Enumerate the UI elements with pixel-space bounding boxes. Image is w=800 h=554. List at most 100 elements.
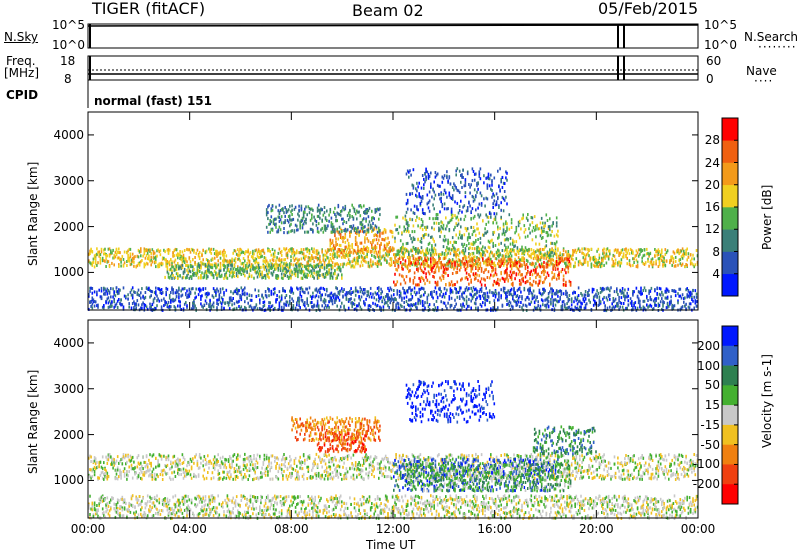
echo-cell <box>90 249 92 253</box>
echo-cell <box>387 294 389 298</box>
echo-cell <box>220 273 223 277</box>
echo-cell <box>417 224 419 228</box>
echo-cell <box>410 237 412 241</box>
echo-cell <box>367 230 370 234</box>
echo-cell <box>315 220 318 223</box>
echo-cell <box>359 229 362 233</box>
echo-cell <box>337 231 340 234</box>
echo-cell <box>131 256 134 260</box>
echo-cell <box>282 276 284 280</box>
echo-cell <box>145 253 148 257</box>
echo-cell <box>347 246 350 250</box>
echo-cell <box>353 307 356 311</box>
echo-cell <box>317 264 320 268</box>
echo-cell <box>454 214 456 218</box>
echo-cell <box>320 294 322 297</box>
echo-cell <box>365 297 367 301</box>
echo-cell <box>315 252 318 256</box>
echo-cell <box>253 266 255 270</box>
echo-cell <box>283 274 285 278</box>
echo-cell <box>448 191 451 195</box>
echo-cell <box>607 257 610 261</box>
echo-cell <box>306 261 308 265</box>
echo-cell <box>505 253 507 257</box>
echo-cell <box>185 293 187 297</box>
echo-cell <box>222 298 224 301</box>
echo-cell <box>282 266 284 270</box>
echo-cell <box>242 251 245 254</box>
echo-cell <box>559 257 561 261</box>
echo-cell <box>119 257 121 261</box>
echo-cell <box>270 271 273 275</box>
echo-cell <box>268 264 270 268</box>
echo-cell <box>93 300 96 303</box>
echo-cell <box>215 249 217 253</box>
echo-cell <box>510 254 513 258</box>
echo-cell <box>110 249 112 253</box>
echo-cell <box>498 235 500 239</box>
echo-cell <box>327 304 329 308</box>
echo-cell <box>611 264 613 268</box>
echo-cell <box>219 287 222 291</box>
echo-cell <box>200 297 202 301</box>
echo-cell <box>659 254 662 257</box>
echo-cell <box>298 304 300 307</box>
echo-cell <box>269 222 271 226</box>
echo-cell <box>128 256 130 260</box>
echo-cell <box>345 253 348 257</box>
echo-cell <box>424 258 426 262</box>
echo-cell <box>230 267 232 271</box>
echo-cell <box>441 180 444 184</box>
echo-cell <box>466 209 469 212</box>
echo-cell <box>491 238 493 242</box>
echo-cell <box>512 264 514 268</box>
echo-cell <box>351 302 353 306</box>
echo-cell <box>241 261 244 265</box>
echo-cell <box>175 265 178 269</box>
echo-cell <box>470 280 472 284</box>
echo-cell <box>560 259 563 263</box>
echo-cell <box>223 252 225 256</box>
echo-cell <box>197 276 200 280</box>
echo-cell <box>566 258 568 262</box>
echo-cell <box>364 210 366 213</box>
echo-cell <box>260 252 262 256</box>
echo-cell <box>553 234 556 238</box>
echo-cell <box>518 248 521 252</box>
echo-cell <box>503 243 506 247</box>
echo-cell <box>626 256 628 260</box>
echo-cell <box>230 261 232 265</box>
echo-cell <box>558 273 560 277</box>
echo-cell <box>248 260 251 264</box>
echo-cell <box>427 201 430 205</box>
echo-cell <box>501 195 504 199</box>
echo-cell <box>107 296 110 300</box>
echo-cell <box>369 260 372 264</box>
echo-cell <box>546 219 549 222</box>
echo-cell <box>212 287 215 291</box>
echo-cell <box>163 304 165 308</box>
echo-cell <box>480 203 483 207</box>
echo-cell <box>426 249 429 253</box>
echo-cell <box>285 268 288 272</box>
echo-cell <box>323 260 326 264</box>
echo-cell <box>181 255 184 259</box>
echo-cell <box>270 262 273 266</box>
echo-cell <box>395 267 397 271</box>
echo-cell <box>517 233 520 237</box>
echo-cell <box>483 277 485 281</box>
echo-cell <box>447 242 449 246</box>
echo-cell <box>228 297 231 301</box>
echo-cell <box>354 242 357 246</box>
echo-cell <box>420 294 423 298</box>
echo-cell <box>432 296 434 300</box>
echo-cell <box>546 255 549 259</box>
echo-cell <box>265 211 268 215</box>
echo-cell <box>594 264 596 268</box>
echo-cell <box>376 254 379 258</box>
echo-cell <box>441 221 444 225</box>
echo-cell <box>505 248 507 252</box>
echo-cell <box>418 298 420 302</box>
echo-cell <box>123 250 126 254</box>
echo-cell <box>293 207 296 211</box>
